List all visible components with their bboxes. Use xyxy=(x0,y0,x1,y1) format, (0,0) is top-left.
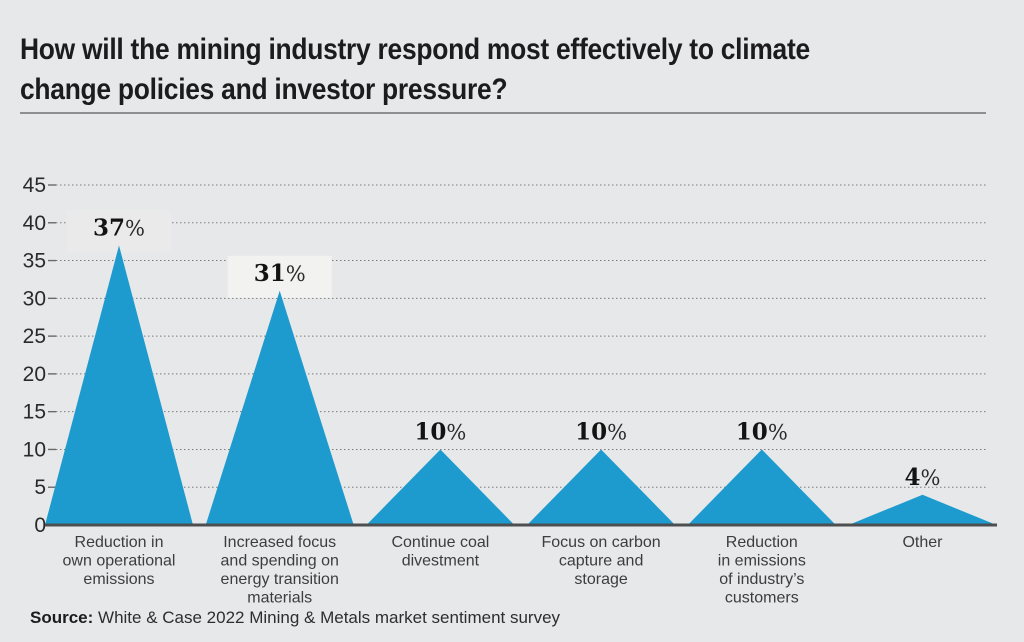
triangle-series-shape xyxy=(366,449,515,525)
y-axis-label: 15 xyxy=(23,401,46,424)
triangle-series-shape xyxy=(687,449,836,525)
value-label: 37% xyxy=(93,214,145,241)
source-label: Source: xyxy=(30,608,94,627)
y-axis-label: 20 xyxy=(23,363,46,386)
triangle-series-shape xyxy=(848,494,997,525)
value-label: 10% xyxy=(736,418,788,445)
chart-title-line-1: How will the mining industry respond mos… xyxy=(20,33,810,66)
y-axis-label: 45 xyxy=(23,174,46,197)
category-label: Continue coal divestment xyxy=(391,534,489,570)
chart-title: How will the mining industry respond mos… xyxy=(20,30,891,110)
triangle-series-shape xyxy=(527,449,676,525)
y-axis-label: 5 xyxy=(34,476,46,499)
category-label: Reduction in own operational emissions xyxy=(63,534,176,588)
category-label: Other xyxy=(902,534,943,551)
category-label: Increased focus and spending on energy tra… xyxy=(221,534,339,607)
source-text: White & Case 2022 Mining & Metals market… xyxy=(93,608,561,627)
y-axis-label: 30 xyxy=(23,287,46,310)
y-axis-label: 40 xyxy=(23,212,46,235)
source-line: Source: White & Case 2022 Mining & Metal… xyxy=(30,608,560,628)
category-label: Focus on carbon capture and storage xyxy=(542,534,661,588)
y-axis-label: 10 xyxy=(23,438,46,461)
triangle-series-shape xyxy=(45,245,193,525)
value-label: 4% xyxy=(905,464,941,491)
value-label: 10% xyxy=(575,418,627,445)
value-label-background xyxy=(227,255,332,298)
value-label: 31% xyxy=(254,260,306,287)
title-divider xyxy=(20,112,986,114)
chart-area: 0 5 10 15 20 25 30 35 40 45 37% 31% 10% 10% 10% 4% Reduc… xyxy=(23,174,997,607)
value-label: 10% xyxy=(414,418,466,445)
y-axis-label: 0 xyxy=(34,514,46,537)
y-axis-label: 25 xyxy=(23,325,46,348)
y-axis-label: 35 xyxy=(23,250,46,273)
chart-title-line-2: change policies and investor pressure? xyxy=(20,73,508,106)
triangle-series-shape xyxy=(205,290,354,525)
category-label: Reduction in emissions of industry’s custom… xyxy=(718,534,806,607)
